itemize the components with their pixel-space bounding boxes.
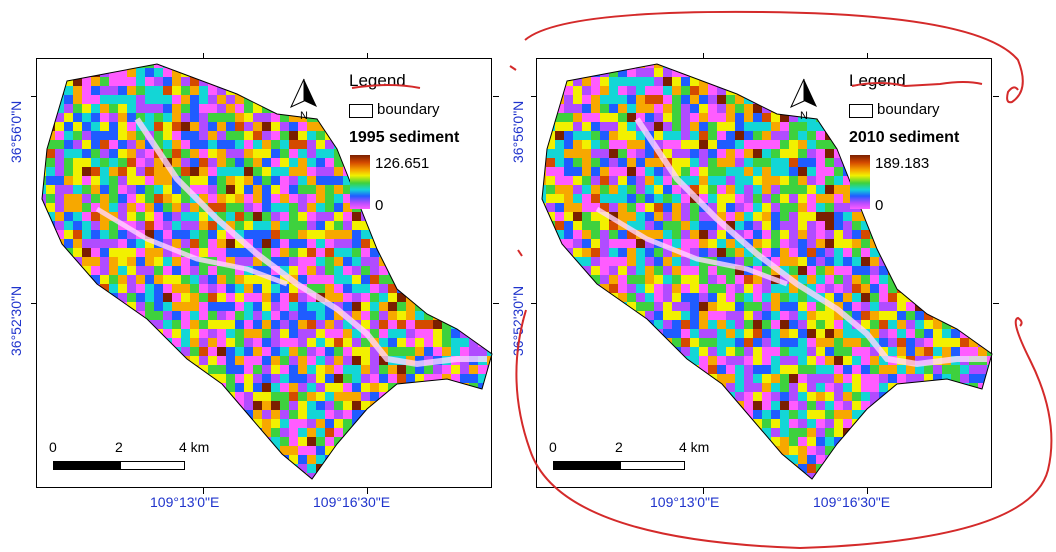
scale-bar-white <box>120 461 185 470</box>
north-label: N <box>300 110 308 121</box>
legend-boundary-swatch <box>849 104 873 118</box>
legend-title: Legend <box>849 71 906 90</box>
sediment-raster-1995 <box>41 63 493 480</box>
graticule-tick <box>993 96 999 97</box>
scale-label-4: 4 km <box>679 439 710 455</box>
scale-bar-white <box>620 461 685 470</box>
ramp-min-label: 0 <box>875 197 884 214</box>
tick-mark <box>517 249 523 257</box>
graticule-tick <box>531 303 537 304</box>
graticule-tick <box>993 303 999 304</box>
color-ramp <box>850 155 870 209</box>
scale-label-2: 2 <box>115 439 123 455</box>
lon-label-east: 109°16'30"E <box>313 494 391 510</box>
watershed-boundary <box>41 63 493 480</box>
ramp-max-label: 189.183 <box>875 155 930 172</box>
scale-label-0: 0 <box>49 439 57 455</box>
color-ramp <box>350 155 370 209</box>
legend-boundary-label: boundary <box>377 101 440 118</box>
graticule-tick <box>493 303 499 304</box>
lon-label-east: 109°16'30"E <box>813 494 891 510</box>
legend-boundary-label: boundary <box>877 101 940 118</box>
map-panel-2010: N Legend boundary 2010 sediment 189.183 … <box>531 53 999 494</box>
lon-label-west: 109°13'0"E <box>150 494 220 510</box>
legend-boundary-swatch <box>349 104 373 118</box>
graticule-tick <box>703 488 704 494</box>
map-panel-1995: N Legend boundary 1995 sediment 126.651 … <box>31 53 499 494</box>
tributary <box>595 206 788 287</box>
scale-label-0: 0 <box>549 439 557 455</box>
scale-bar-black <box>53 461 121 470</box>
graticule-tick <box>31 96 37 97</box>
tick-mark <box>509 65 517 71</box>
legend-title: Legend <box>349 71 406 90</box>
tributary <box>95 206 288 287</box>
graticule-tick <box>203 53 204 59</box>
lat-label-south: 36°52'30"N <box>8 285 24 356</box>
graticule-tick <box>867 53 868 59</box>
graticule-tick <box>31 303 37 304</box>
ramp-min-label: 0 <box>375 197 384 214</box>
scale-bar-black <box>553 461 621 470</box>
lat-label-north: 36°56'0"N <box>510 100 526 163</box>
layer-title: 2010 sediment <box>849 129 960 146</box>
graticule-tick <box>367 488 368 494</box>
graticule-tick <box>203 488 204 494</box>
river-channel <box>134 117 487 368</box>
graticule-tick <box>367 53 368 59</box>
sediment-raster-2010 <box>541 63 993 480</box>
layer-title: 1995 sediment <box>349 129 460 146</box>
graticule-tick <box>531 96 537 97</box>
graticule-tick <box>867 488 868 494</box>
graticule-tick <box>703 53 704 59</box>
ramp-max-label: 126.651 <box>375 155 430 172</box>
scale-label-4: 4 km <box>179 439 210 455</box>
lat-label-south: 36°52'30"N <box>510 285 526 356</box>
north-arrow-icon: N <box>789 78 817 121</box>
north-arrow-icon: N <box>289 78 317 121</box>
graticule-tick <box>493 96 499 97</box>
north-label: N <box>800 110 808 121</box>
lon-label-west: 109°13'0"E <box>650 494 720 510</box>
scale-label-2: 2 <box>615 439 623 455</box>
lat-label-north: 36°56'0"N <box>8 100 24 163</box>
